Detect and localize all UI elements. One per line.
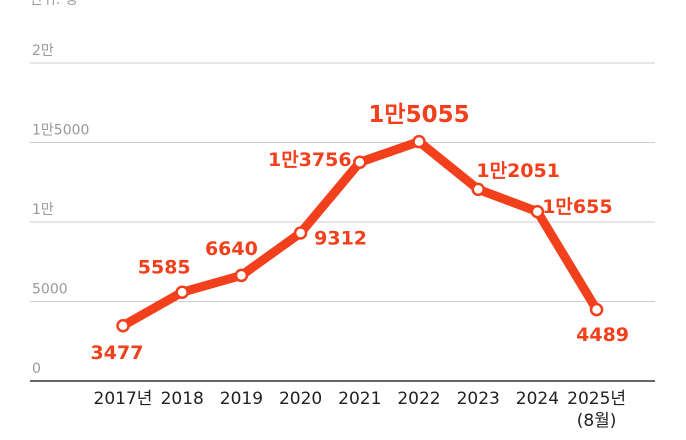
value-label: 9312 — [314, 227, 367, 249]
y-tick-label: 0 — [32, 361, 41, 377]
point — [471, 182, 485, 197]
point — [412, 134, 426, 149]
y-tick-label: 2만 — [32, 43, 54, 59]
unit-label: 단위: 명 — [30, 0, 78, 8]
x-tick-label: 2022 — [397, 389, 440, 409]
value-label: 5585 — [138, 257, 191, 279]
value-label: 1만655 — [542, 196, 612, 218]
value-label: 1만2051 — [476, 160, 560, 182]
x-tick-label: 2023 — [457, 389, 500, 409]
point — [530, 204, 545, 219]
y-tick-label: 1만5000 — [32, 123, 89, 139]
point — [589, 302, 604, 317]
y-tick-label: 1만 — [32, 202, 54, 218]
value-label: 3477 — [91, 342, 144, 364]
x-tick-label: 2019 — [220, 389, 263, 409]
x-tick-label: 2025년 (8월) — [567, 389, 626, 431]
value-label: 4489 — [576, 324, 629, 346]
point — [116, 318, 130, 333]
value-label: 6640 — [205, 238, 258, 260]
x-tick-label: 2018 — [161, 389, 204, 409]
value-label: 1만3756 — [268, 149, 352, 171]
x-tick-label: 2017년 — [94, 389, 153, 409]
x-tick-label: 2020 — [279, 389, 322, 409]
y-tick-label: 5000 — [32, 282, 68, 298]
point — [293, 226, 308, 240]
x-tick-label: 2021 — [338, 389, 381, 409]
x-tick-label: 2024 — [516, 389, 559, 409]
point — [234, 268, 249, 283]
value-label: 1만5055 — [368, 102, 469, 128]
point — [175, 285, 189, 299]
point — [353, 155, 367, 170]
